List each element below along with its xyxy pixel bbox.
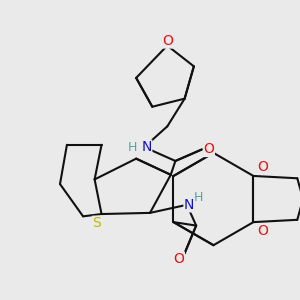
Text: S: S bbox=[92, 216, 101, 230]
Text: H: H bbox=[194, 191, 203, 204]
Text: H: H bbox=[128, 141, 137, 154]
Text: N: N bbox=[141, 140, 152, 154]
Text: O: O bbox=[257, 224, 268, 238]
Text: O: O bbox=[173, 252, 184, 266]
Text: O: O bbox=[257, 160, 268, 174]
Text: O: O bbox=[162, 34, 173, 48]
Text: O: O bbox=[203, 142, 214, 156]
Text: N: N bbox=[184, 198, 194, 212]
